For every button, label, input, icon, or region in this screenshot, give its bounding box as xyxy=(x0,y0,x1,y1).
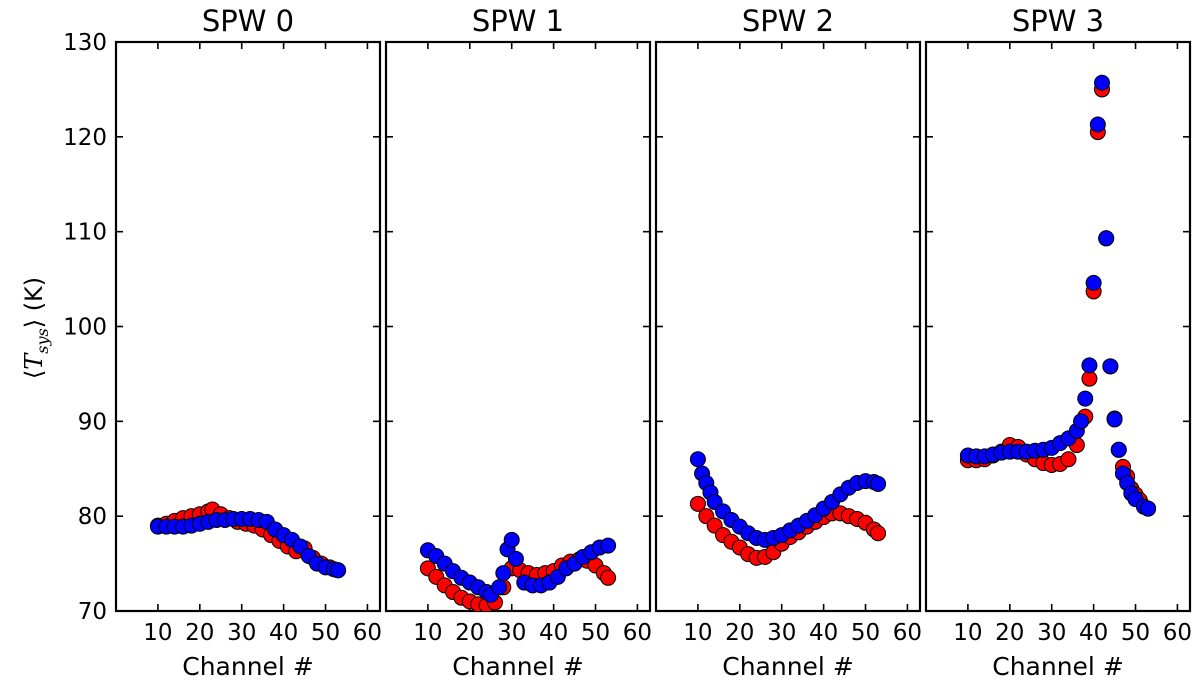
y-tick-label: 110 xyxy=(63,220,107,246)
points xyxy=(419,531,617,611)
blue-point xyxy=(491,579,508,596)
y-axis-label: ⟨Tsys⟩ (K) xyxy=(20,277,52,379)
panel-frame xyxy=(384,40,652,613)
x-tick-label: 30 xyxy=(767,620,796,646)
red-point xyxy=(1060,451,1077,468)
panel-frame xyxy=(924,40,1192,613)
red-point xyxy=(1081,370,1098,387)
blue-point xyxy=(1106,411,1123,428)
blue-point xyxy=(503,531,520,548)
x-tick-label: 10 xyxy=(683,620,712,646)
x-tick-label: 50 xyxy=(1121,620,1150,646)
blue-point xyxy=(1094,74,1110,91)
x-tick-label: 30 xyxy=(227,620,256,646)
blue-point xyxy=(1085,274,1102,291)
y-tick-label: 70 xyxy=(78,599,107,625)
points xyxy=(149,501,347,579)
x-axis-label: Channel # xyxy=(182,652,314,681)
blue-point xyxy=(495,565,512,582)
panel-title: SPW 2 xyxy=(742,4,834,38)
x-tick-label: 40 xyxy=(539,620,568,646)
points xyxy=(689,451,887,566)
x-tick-label: 50 xyxy=(851,620,880,646)
panel-1: SPW 1 10 20 30 40 50 60 Channel # xyxy=(384,4,652,681)
x-tick-label: 20 xyxy=(995,620,1024,646)
blue-point xyxy=(870,475,887,492)
y-tick-label: 130 xyxy=(63,30,107,56)
points xyxy=(959,74,1157,517)
x-tick-label: 40 xyxy=(269,620,298,646)
x-tick-label: 20 xyxy=(185,620,214,646)
panel-title: SPW 1 xyxy=(472,4,564,38)
panel-title: SPW 0 xyxy=(202,4,294,38)
panel-title: SPW 3 xyxy=(1012,4,1104,38)
y-tick-label: 100 xyxy=(63,315,107,341)
blue-point xyxy=(1102,358,1119,375)
x-tick-label: 30 xyxy=(497,620,526,646)
blue-point xyxy=(1089,116,1106,133)
red-point xyxy=(600,569,617,586)
x-tick-label: 30 xyxy=(1037,620,1066,646)
x-axis-label: Channel # xyxy=(722,652,854,681)
y-tick-label: 80 xyxy=(78,504,107,530)
panel-0: SPW 0 70 80 90 100 110 120 130 10 20 30 40 50 60 Chann… xyxy=(63,4,382,681)
blue-point xyxy=(1081,357,1098,374)
x-axis-label: Channel # xyxy=(452,652,584,681)
x-tick-label: 60 xyxy=(1163,620,1192,646)
panel-2: SPW 2 10 20 30 40 50 60 Channel # xyxy=(654,4,922,681)
blue-point xyxy=(330,562,347,579)
blue-point xyxy=(1140,500,1157,517)
red-point xyxy=(870,525,887,542)
y-tick-label: 90 xyxy=(78,409,107,435)
y-tick-label: 120 xyxy=(63,125,107,151)
x-tick-label: 50 xyxy=(581,620,610,646)
blue-point xyxy=(1077,390,1094,407)
blue-point xyxy=(1073,413,1090,430)
blue-point xyxy=(507,550,524,567)
blue-point xyxy=(600,537,617,554)
x-tick-label: 10 xyxy=(413,620,442,646)
x-tick-label: 10 xyxy=(953,620,982,646)
blue-point xyxy=(1098,230,1115,247)
panels: SPW 0 70 80 90 100 110 120 130 10 20 30 40 50 60 Chann… xyxy=(63,4,1192,681)
x-tick-label: 60 xyxy=(353,620,382,646)
x-tick-label: 20 xyxy=(455,620,484,646)
x-tick-label: 40 xyxy=(809,620,838,646)
red-point xyxy=(689,495,706,512)
x-axis-label: Channel # xyxy=(992,652,1124,681)
panel-3: SPW 3 10 20 30 40 50 60 Channel # xyxy=(924,4,1192,681)
x-tick-label: 60 xyxy=(893,620,922,646)
x-tick-label: 60 xyxy=(623,620,652,646)
blue-point xyxy=(689,451,706,468)
x-tick-label: 20 xyxy=(725,620,754,646)
blue-point xyxy=(1110,441,1127,458)
x-tick-label: 40 xyxy=(1079,620,1108,646)
x-tick-label: 10 xyxy=(143,620,172,646)
x-tick-label: 50 xyxy=(311,620,340,646)
